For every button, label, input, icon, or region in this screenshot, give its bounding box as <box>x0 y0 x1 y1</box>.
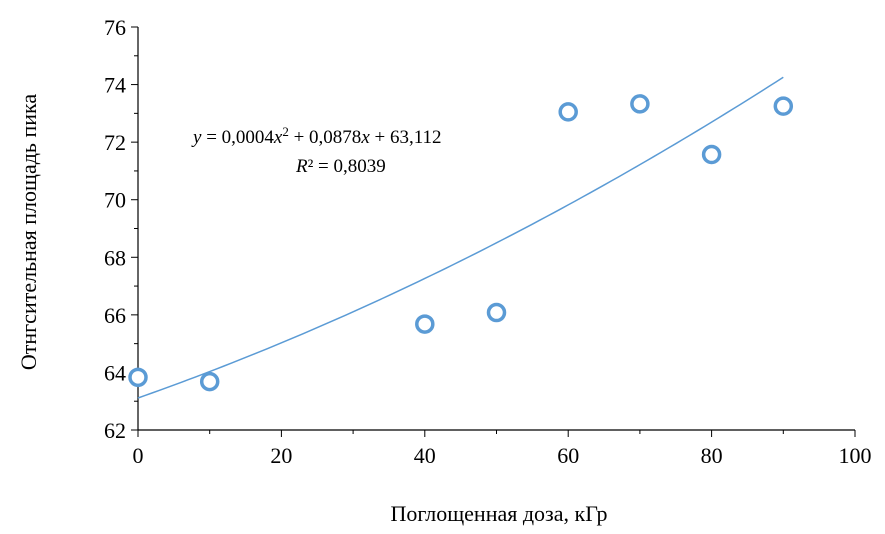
r-squared-var: R <box>295 156 308 177</box>
x-tick-label: 100 <box>839 443 872 468</box>
y-tick-label: 62 <box>104 418 126 443</box>
y-tick-label: 70 <box>104 188 126 213</box>
data-point <box>486 302 507 323</box>
equation-y-var: y <box>191 127 202 148</box>
equation-exponent: 2 <box>282 124 289 139</box>
data-point <box>773 96 794 116</box>
x-tick-label: 20 <box>270 443 292 468</box>
equation-part-3: + 63,112 <box>370 127 442 148</box>
data-point <box>701 144 722 165</box>
x-tick-label: 80 <box>701 443 723 468</box>
data-point <box>415 314 435 334</box>
data-point <box>199 371 220 392</box>
y-tick-label: 66 <box>104 303 126 328</box>
data-point <box>128 367 148 388</box>
y-axis-title: Отнгсительная площадь пика <box>16 94 41 370</box>
y-tick-label: 68 <box>104 245 126 270</box>
x-tick-label: 60 <box>557 443 579 468</box>
data-point <box>630 94 650 114</box>
equation-line-2: R² = 0,8039 <box>295 156 386 177</box>
r-squared-value: ² = 0,8039 <box>308 156 386 177</box>
y-tick-label: 72 <box>104 130 126 155</box>
equation-part-1: = 0,0004 <box>201 127 274 148</box>
equation-line-1: y = 0,0004x2 + 0,0878x + 63,112 <box>191 124 442 149</box>
y-tick-label: 64 <box>104 360 126 385</box>
x-axis-title: Поглощенная доза, кГр <box>390 501 607 526</box>
data-point <box>558 102 578 122</box>
equation-x-var-2: x <box>360 127 370 148</box>
x-tick-label: 40 <box>414 443 436 468</box>
equation-x-var-1: x <box>273 127 283 148</box>
y-tick-label: 74 <box>104 73 126 98</box>
x-tick-label: 0 <box>133 443 144 468</box>
plot-area: 0 20 40 60 80 100 62 64 66 68 70 72 74 76 <box>104 15 872 468</box>
trendline <box>137 76 784 399</box>
equation-part-2: + 0,0878 <box>289 127 361 148</box>
y-tick-label: 76 <box>104 15 126 40</box>
